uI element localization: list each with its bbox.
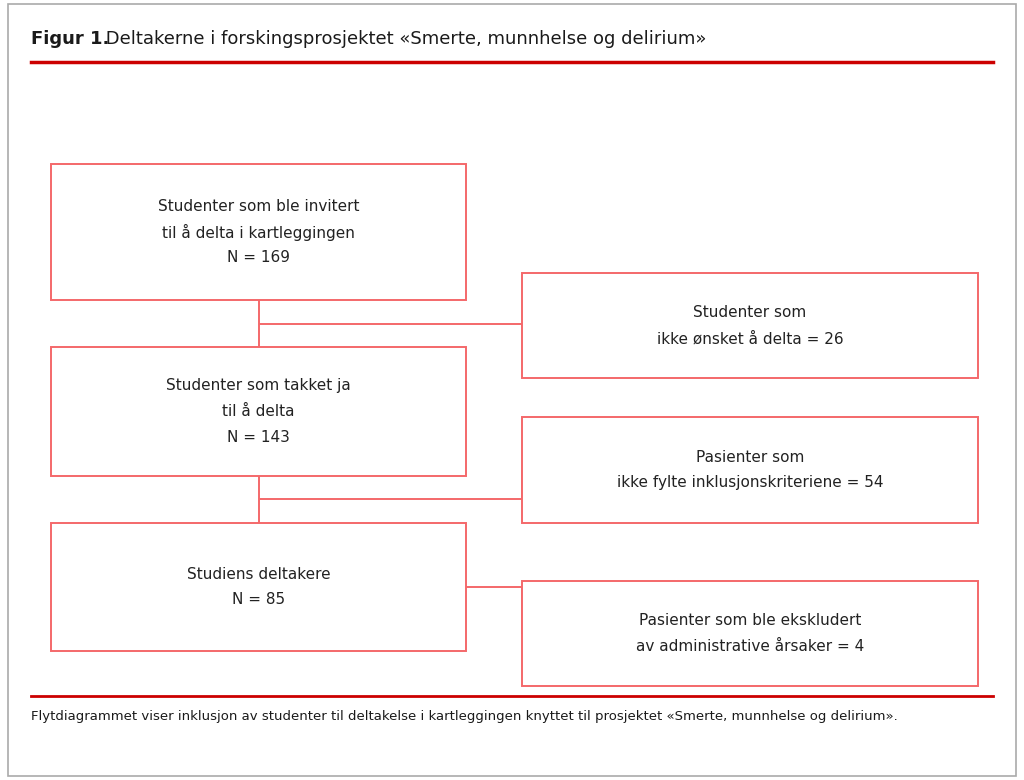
Text: N = 169: N = 169 xyxy=(227,250,290,265)
Text: av administrative årsaker = 4: av administrative årsaker = 4 xyxy=(636,639,864,654)
Text: N = 143: N = 143 xyxy=(227,430,290,445)
Text: N = 85: N = 85 xyxy=(232,592,285,608)
Text: Studiens deltakere: Studiens deltakere xyxy=(186,566,331,582)
Text: Studenter som: Studenter som xyxy=(693,305,807,321)
Text: Flytdiagrammet viser inklusjon av studenter til deltakelse i kartleggingen knytt: Flytdiagrammet viser inklusjon av studen… xyxy=(31,710,897,723)
FancyBboxPatch shape xyxy=(522,273,978,378)
Text: Figur 1.: Figur 1. xyxy=(31,30,110,48)
Text: Pasienter som: Pasienter som xyxy=(696,449,804,465)
FancyBboxPatch shape xyxy=(522,581,978,686)
FancyBboxPatch shape xyxy=(51,164,466,300)
Text: til å delta: til å delta xyxy=(222,404,295,419)
Text: Pasienter som ble ekskludert: Pasienter som ble ekskludert xyxy=(639,613,861,629)
FancyBboxPatch shape xyxy=(51,523,466,651)
FancyBboxPatch shape xyxy=(522,417,978,523)
FancyBboxPatch shape xyxy=(51,347,466,476)
Text: ikke fylte inklusjonskriteriene = 54: ikke fylte inklusjonskriteriene = 54 xyxy=(616,475,884,491)
Text: ikke ønsket å delta = 26: ikke ønsket å delta = 26 xyxy=(656,331,844,346)
Text: til å delta i kartleggingen: til å delta i kartleggingen xyxy=(162,224,355,240)
Text: Studenter som takket ja: Studenter som takket ja xyxy=(166,378,351,393)
Text: Deltakerne i forskingsprosjektet «Smerte, munnhelse og delirium»: Deltakerne i forskingsprosjektet «Smerte… xyxy=(100,30,707,48)
Text: Studenter som ble invitert: Studenter som ble invitert xyxy=(158,199,359,214)
